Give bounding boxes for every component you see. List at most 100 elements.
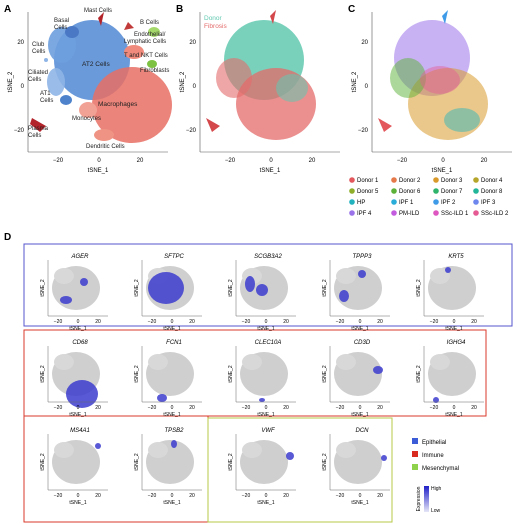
label-plasma: Plasma xyxy=(28,126,49,132)
immune-legend-label: Immune xyxy=(422,453,444,459)
x-axis-label: tSNE_1 xyxy=(351,326,368,332)
y-axis-label: tSNE_2 xyxy=(40,365,46,382)
mesenchymal-swatch xyxy=(412,464,418,470)
mesenchymal-group-frame xyxy=(207,417,393,523)
x-tick: 0 xyxy=(359,405,362,411)
sample-cells-7 xyxy=(442,10,448,24)
x-tick: 20 xyxy=(471,319,477,325)
x-tick: 0 xyxy=(453,319,456,325)
y-axis-label: tSNE_2 xyxy=(228,453,234,470)
label-plasma-2: Cells xyxy=(28,133,41,139)
expression-hotspot xyxy=(95,443,101,449)
y-axis-label: tSNE_2 xyxy=(228,365,234,382)
expression-hotspot xyxy=(157,394,167,402)
label-dendritic: Dendritic Cells xyxy=(86,144,125,150)
legend-donor: Donor xyxy=(204,15,223,22)
label-club: Club xyxy=(32,42,45,48)
gene-panel-tppp3: TPPP3 −20 0 20 tSNE_1 tSNE_2 xyxy=(322,254,390,332)
x-tick: −20 xyxy=(242,405,251,411)
panel-c-y-label: tSNE_2 xyxy=(352,71,358,92)
label-basal-2: Cells xyxy=(54,25,67,31)
expression-hotspot xyxy=(256,284,268,296)
tsne-background-lobe xyxy=(336,268,356,284)
label-mast: Mast Cells xyxy=(84,8,112,14)
sample-legend-label: PM-ILD xyxy=(399,211,420,217)
x-tick: −20 xyxy=(148,405,157,411)
x-tick: −20 xyxy=(148,319,157,325)
x-tick: 20 xyxy=(471,405,477,411)
x-tick: 0 xyxy=(77,319,80,325)
macrophage-cluster xyxy=(92,67,172,143)
label-at2: AT2 Cells xyxy=(82,61,110,68)
panel-b: −20 0 20 20 0 −20 tSNE_1 tSNE_2 Donor Fi… xyxy=(180,10,340,174)
tsne-background-lobe xyxy=(242,442,262,458)
tsne-background-lobe xyxy=(54,354,74,370)
panel-b-y-tick-2: 0 xyxy=(193,84,197,90)
label-mono: Monocytes xyxy=(72,116,101,122)
sample-legend-label: Donor 6 xyxy=(399,189,421,195)
x-tick: 0 xyxy=(265,319,268,325)
expression-hotspot xyxy=(358,270,366,278)
x-axis-label: tSNE_1 xyxy=(351,500,368,506)
x-tick: −20 xyxy=(336,493,345,499)
panel-c-y-tick-1: 20 xyxy=(361,40,368,46)
x-tick: −20 xyxy=(54,405,63,411)
gene-panel-vwf: VWF −20 0 20 tSNE_1 tSNE_2 xyxy=(228,428,296,506)
ciliated-speck xyxy=(44,58,48,62)
x-tick: 20 xyxy=(283,319,289,325)
tsne-background-lobe xyxy=(148,442,168,458)
expression-low: Low xyxy=(431,508,441,514)
gene-name: CLEC10A xyxy=(255,340,282,346)
x-tick: 20 xyxy=(283,405,289,411)
panel-c-x-tick-1: −20 xyxy=(397,158,408,164)
expression-hotspot xyxy=(171,440,177,448)
label-fibro: Fibroblasts xyxy=(140,68,169,74)
x-axis-label: tSNE_1 xyxy=(69,412,86,418)
gene-name: MS4A1 xyxy=(70,428,90,434)
expression-hotspot xyxy=(339,290,349,302)
x-tick: 20 xyxy=(95,405,101,411)
y-axis-label: tSNE_2 xyxy=(134,453,140,470)
panel-b-x-tick-3: 20 xyxy=(309,158,316,164)
x-axis-label: tSNE_1 xyxy=(257,500,274,506)
y-axis-label: tSNE_2 xyxy=(40,279,46,296)
epithelial-group-frame xyxy=(23,243,513,327)
x-tick: 0 xyxy=(265,493,268,499)
expression-legend: Expression High Low xyxy=(416,486,442,514)
x-tick: −20 xyxy=(336,319,345,325)
gene-name: SCGB3A2 xyxy=(254,254,282,260)
x-axis-label: tSNE_1 xyxy=(163,500,180,506)
x-tick: −20 xyxy=(336,405,345,411)
sample-legend-dot xyxy=(473,199,479,205)
x-axis-label: tSNE_1 xyxy=(163,326,180,332)
x-tick: 0 xyxy=(359,493,362,499)
sample-legend-label: Donor 3 xyxy=(441,178,463,184)
panel-a-x-tick-2: 0 xyxy=(97,158,101,164)
x-tick: 0 xyxy=(359,319,362,325)
panel-b-y-tick-3: −20 xyxy=(186,128,197,134)
x-tick: −20 xyxy=(54,319,63,325)
gene-name: AGER xyxy=(70,254,89,260)
y-axis-label: tSNE_2 xyxy=(416,365,422,382)
expression-hotspot xyxy=(259,398,265,402)
basal-cluster xyxy=(65,26,79,38)
label-endo-2: Lymphatic Cells xyxy=(124,39,166,45)
sample-cells-2 xyxy=(408,68,488,140)
fibrosis-cells-3 xyxy=(206,118,220,132)
panel-b-x-label: tSNE_1 xyxy=(260,168,281,174)
fibrosis-cells-4 xyxy=(270,10,276,24)
sample-legend-dot xyxy=(391,188,397,194)
expression-hotspot xyxy=(381,455,387,461)
sample-legend-dot xyxy=(433,177,439,183)
sample-legend-label: Donor 7 xyxy=(441,189,463,195)
label-tnk: T and NKT Cells xyxy=(124,53,168,59)
x-tick: 20 xyxy=(189,493,195,499)
sample-legend-dot xyxy=(349,188,355,194)
panel-c-y-tick-2: 0 xyxy=(365,84,369,90)
panel-a-x-tick-3: 20 xyxy=(137,158,144,164)
plasma-cluster xyxy=(30,118,46,132)
expression-high: High xyxy=(431,486,442,492)
panel-letter-c: C xyxy=(348,4,355,15)
y-axis-label: tSNE_2 xyxy=(322,453,328,470)
